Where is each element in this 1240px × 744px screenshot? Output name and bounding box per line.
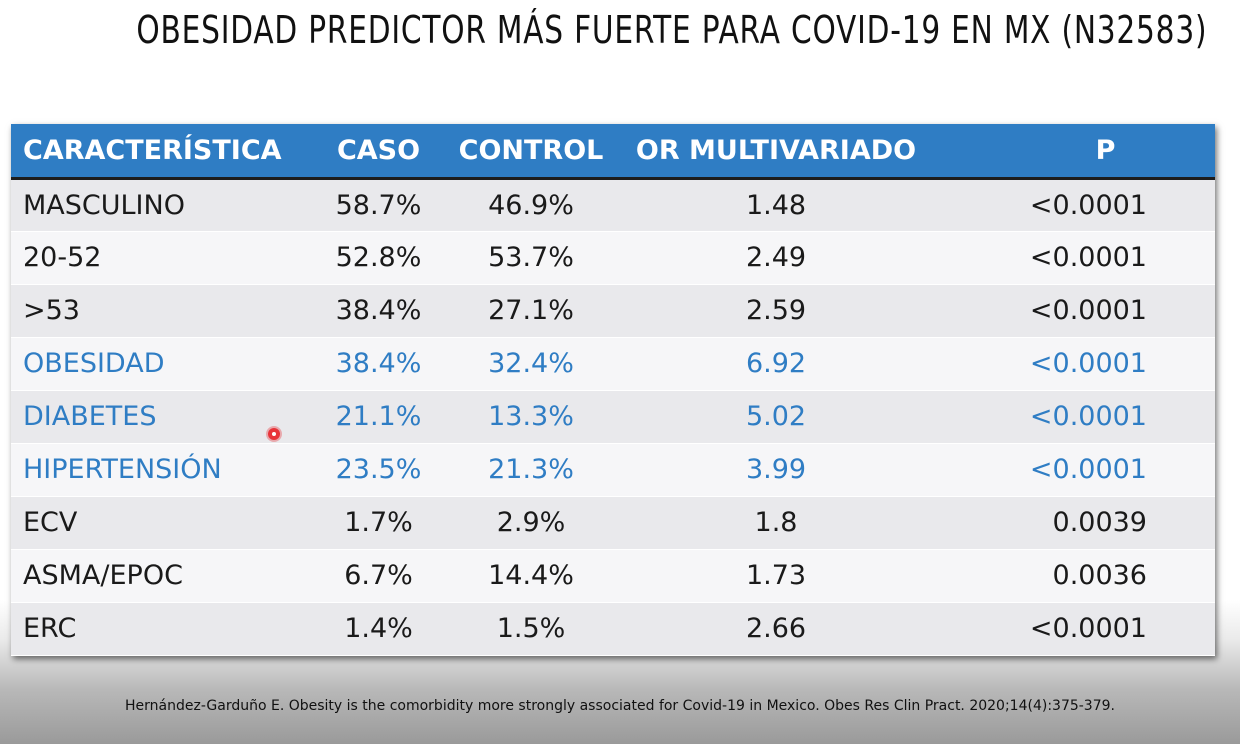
control-value: 46.9%: [488, 189, 574, 221]
results-table: CARACTERÍSTICA CASO CONTROL OR MULTIVARI…: [11, 124, 1215, 656]
header-p: P: [1095, 134, 1116, 166]
or-value: 6.92: [745, 348, 807, 379]
slide-title: OBESIDAD PREDICTOR MÁS FUERTE PARA COVID…: [136, 8, 1208, 52]
or-value: 1.8: [754, 507, 798, 538]
pointer-dot-icon: [268, 428, 280, 440]
row-label: HIPERTENSIÓN: [23, 454, 222, 485]
row-label: >53: [23, 295, 80, 326]
p-value: <0.0001: [1029, 401, 1147, 432]
table-header-row: CARACTERÍSTICA CASO CONTROL OR MULTIVARI…: [11, 124, 1215, 178]
row-label: ASMA/EPOC: [23, 560, 183, 591]
p-value: <0.0001: [1029, 613, 1147, 644]
p-value: <0.0001: [1029, 189, 1147, 221]
caso-value: 38.4%: [335, 348, 422, 379]
table-row: ERC 1.4% 1.5% 2.66 <0.0001: [11, 602, 1215, 655]
p-value: <0.0001: [1029, 295, 1147, 326]
p-value: <0.0001: [1029, 348, 1147, 379]
table-row-highlight: OBESIDAD 38.4% 32.4% 6.92 <0.0001: [11, 337, 1215, 390]
header-caracteristica: CARACTERÍSTICA: [23, 134, 282, 166]
or-value: 3.99: [745, 454, 807, 485]
p-value: <0.0001: [1029, 242, 1147, 273]
control-value: 32.4%: [488, 348, 574, 379]
or-value: 2.66: [745, 613, 807, 644]
caso-value: 1.7%: [344, 507, 413, 538]
row-label: OBESIDAD: [23, 348, 165, 379]
control-value: 13.3%: [488, 401, 574, 432]
row-label: ECV: [23, 507, 78, 538]
control-value: 2.9%: [496, 507, 566, 538]
control-value: 21.3%: [488, 454, 574, 485]
control-value: 27.1%: [488, 295, 574, 326]
or-value: 1.48: [745, 189, 807, 221]
table-row: ECV 1.7% 2.9% 1.8 0.0039: [11, 496, 1215, 549]
table-row-highlight: DIABETES 21.1% 13.3% 5.02 <0.0001: [11, 390, 1215, 443]
caso-value: 38.4%: [335, 295, 422, 326]
control-value: 14.4%: [488, 560, 574, 591]
control-value: 53.7%: [488, 242, 574, 273]
or-value: 1.73: [745, 560, 807, 591]
caso-value: 21.1%: [335, 401, 422, 432]
p-value: 0.0036: [1052, 560, 1147, 591]
row-label: ERC: [23, 613, 77, 644]
table-row: 20-52 52.8% 53.7% 2.49 <0.0001: [11, 231, 1215, 284]
table-row-highlight: HIPERTENSIÓN 23.5% 21.3% 3.99 <0.0001: [11, 443, 1215, 496]
p-value: 0.0039: [1052, 507, 1147, 538]
caso-value: 23.5%: [335, 454, 422, 485]
p-value: <0.0001: [1029, 454, 1147, 485]
header-or-multivariado: OR MULTIVARIADO: [635, 134, 917, 166]
table-row: MASCULINO 58.7% 46.9% 1.48 <0.0001: [11, 178, 1215, 231]
control-value: 1.5%: [496, 613, 566, 644]
header-caso: CASO: [336, 134, 421, 166]
results-table-container: CARACTERÍSTICA CASO CONTROL OR MULTIVARI…: [11, 124, 1215, 656]
row-label: DIABETES: [23, 401, 157, 432]
citation-text: Hernández-Garduño E. Obesity is the como…: [125, 698, 1115, 714]
caso-value: 52.8%: [335, 242, 422, 273]
caso-value: 58.7%: [335, 189, 422, 221]
table-row: ASMA/EPOC 6.7% 14.4% 1.73 0.0036: [11, 549, 1215, 602]
row-label: 20-52: [23, 242, 102, 273]
table-row: >53 38.4% 27.1% 2.59 <0.0001: [11, 284, 1215, 337]
header-control: CONTROL: [458, 134, 604, 166]
caso-value: 1.4%: [344, 613, 413, 644]
or-value: 2.49: [745, 242, 807, 273]
caso-value: 6.7%: [344, 560, 413, 591]
or-value: 5.02: [745, 401, 807, 432]
or-value: 2.59: [745, 295, 807, 326]
row-label: MASCULINO: [23, 189, 185, 221]
